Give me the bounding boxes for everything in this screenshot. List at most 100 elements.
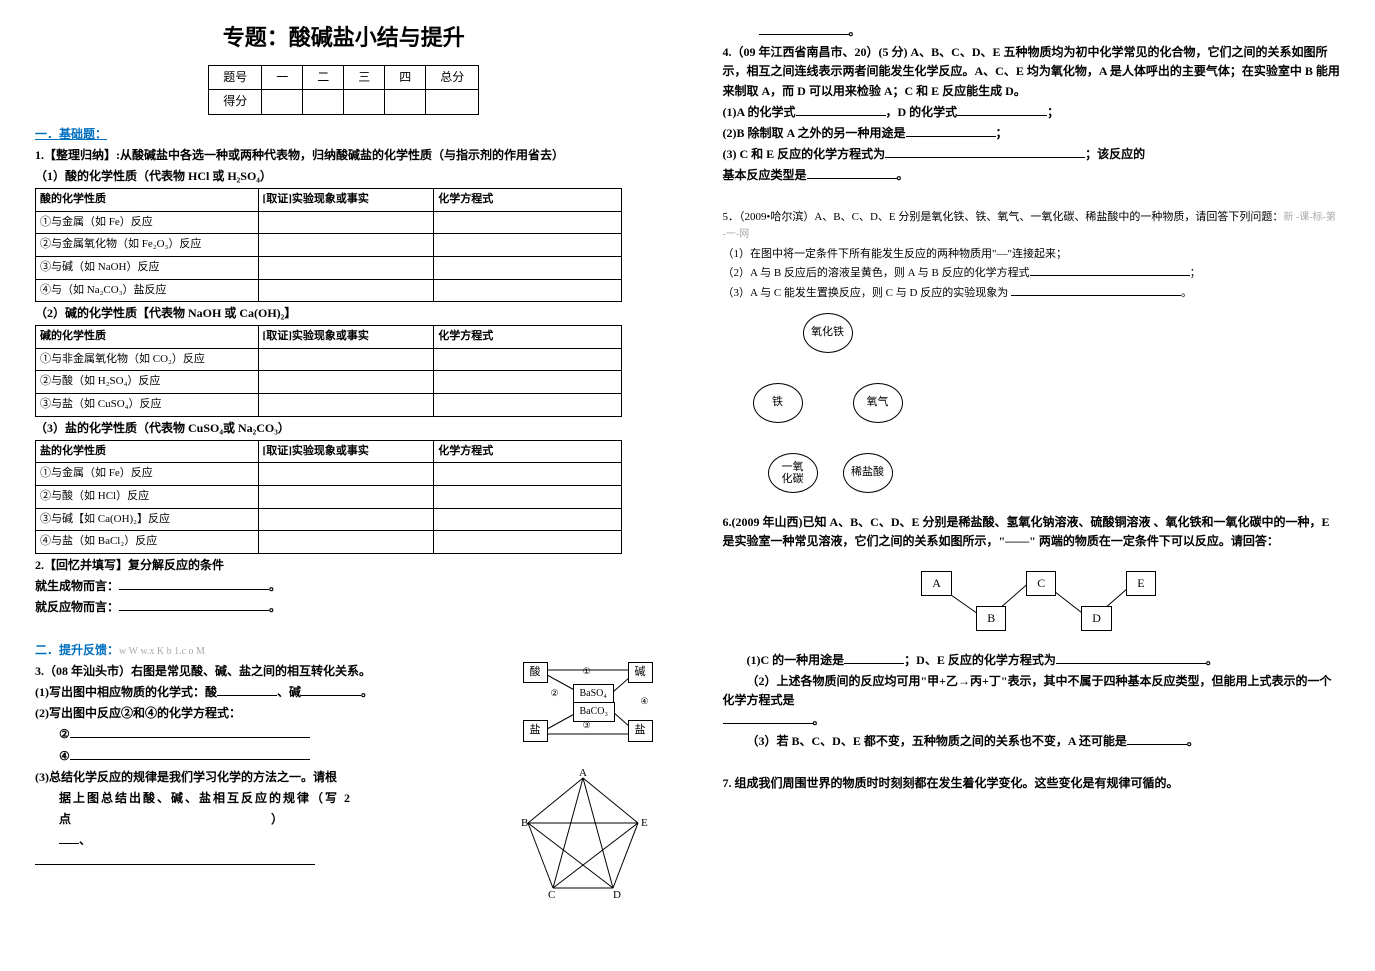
q4-1: (1)A 的化学式，D 的化学式；	[723, 103, 1341, 122]
blank	[796, 115, 886, 116]
node-acid: 酸	[523, 662, 548, 684]
box-e: E	[1126, 571, 1155, 596]
section1-header: 一．基础题：	[35, 125, 653, 144]
salt-r3: ④与盐（如 BaCl₂）反应	[36, 531, 259, 554]
q5-2: （2）A 与 B 反应后的溶液呈黄色，则 A 与 B 反应的化学方程式；	[723, 265, 1341, 283]
q2-line2: 就反应物而言：。	[35, 598, 653, 617]
q6-2: （2）上述各物质间的反应均可用"甲+乙→丙+丁"表示，其中不属于四种基本反应类型…	[723, 672, 1341, 730]
substance-diagram: 氧化铁 铁 氧气 一氧 化碳 稀盐酸	[753, 313, 933, 503]
document-title: 专题：酸碱盐小结与提升	[35, 20, 653, 55]
blank	[1056, 663, 1206, 664]
node-base: 碱	[628, 662, 653, 684]
blank	[723, 723, 813, 724]
node-fe2o3: 氧化铁	[803, 313, 853, 353]
q5-1: （1）在图中将一定条件下所有能发生反应的两种物质用"—"连接起来；	[723, 246, 1341, 264]
base-h0: 碱的化学性质	[36, 326, 259, 349]
label-3: ③	[583, 718, 591, 732]
node-baco3: BaCO₃	[573, 702, 616, 722]
salt-r1: ②与酸（如 HCl）反应	[36, 486, 259, 509]
part2-label: （2）碱的化学性质【代表物 NaOH 或 Ca(OH)₂】	[35, 304, 653, 323]
score-header-4: 四	[385, 66, 426, 90]
base-r1: ②与酸（如 H₂SO₄）反应	[36, 371, 259, 394]
score-cell-5	[426, 90, 479, 114]
label-4: ④	[640, 694, 648, 708]
node-baso4: BaSO₄	[573, 684, 614, 704]
salt-h2: 化学方程式	[434, 440, 621, 463]
blank	[885, 157, 1085, 158]
salt-table: 盐的化学性质 [取证]实验现象或事实 化学方程式 ①与金属（如 Fe）反应 ②与…	[35, 440, 622, 554]
node-fe: 铁	[753, 383, 803, 423]
blank	[70, 759, 310, 760]
box-a: A	[921, 571, 952, 596]
part1-label: （1）酸的化学性质（代表物 HCl 或 H₂SO₄）	[35, 167, 653, 186]
score-header-5: 总分	[426, 66, 479, 90]
blank	[217, 695, 277, 696]
svg-text:A: A	[579, 768, 587, 779]
score-header-1: 一	[262, 66, 303, 90]
svg-text:D: D	[613, 889, 621, 898]
acid-r1: ②与金属氧化物（如 Fe₂O₃）反应	[36, 234, 259, 257]
salt-r2: ③与碱【如 Ca(OH)₂】反应	[36, 508, 259, 531]
score-cell-4	[385, 90, 426, 114]
blank	[957, 115, 1047, 116]
blank	[70, 737, 310, 738]
blank	[807, 178, 897, 179]
q6-3: （3）若 B、C、D、E 都不变，五种物质之间的关系也不变，A 还可能是。	[723, 732, 1341, 751]
base-table: 碱的化学性质 [取证]实验现象或事实 化学方程式 ①与非金属氧化物（如 CO₂）…	[35, 325, 622, 416]
q1-intro: 1.【整理归纳】:从酸碱盐中各选一种或两种代表物，归纳酸碱盐的化学性质（与指示剂…	[35, 146, 653, 165]
acid-table: 酸的化学性质 [取证]实验现象或事实 化学方程式 ①与金属（如 Fe）反应 ②与…	[35, 188, 622, 302]
node-o2: 氧气	[853, 383, 903, 423]
q2-line1: 就生成物而言：。	[35, 577, 653, 596]
score-cell-1	[262, 90, 303, 114]
acid-r0: ①与金属（如 Fe）反应	[36, 211, 259, 234]
q6-1: (1)C 的一种用途是；D、E 反应的化学方程式为。	[723, 651, 1341, 670]
q2-label: 2.【回忆并填写】复分解反应的条件	[35, 556, 653, 575]
score-cell-2	[303, 90, 344, 114]
score-header-2: 二	[303, 66, 344, 90]
node-hcl: 稀盐酸	[843, 453, 893, 493]
base-h1: [取证]实验现象或事实	[258, 326, 434, 349]
blank	[1127, 744, 1187, 745]
acid-h2: 化学方程式	[434, 189, 621, 212]
acid-h0: 酸的化学性质	[36, 189, 259, 212]
node-salt2: 盐	[628, 720, 653, 742]
blank	[119, 610, 269, 611]
salt-h1: [取证]实验现象或事实	[258, 440, 434, 463]
score-table: 题号 一 二 三 四 总分 得分	[208, 65, 479, 114]
salt-h0: 盐的化学性质	[36, 440, 259, 463]
q6-intro: 6.(2009 年山西)已知 A、B、C、D、E 分别是稀盐酸、氢氧化钠溶液、硫…	[723, 513, 1341, 551]
salt-r0: ①与金属（如 Fe）反应	[36, 463, 259, 486]
letter-diagram: A B C D E	[901, 566, 1161, 636]
base-r0: ①与非金属氧化物（如 CO₂）反应	[36, 348, 259, 371]
pentagon-diagram: A B E C D	[513, 768, 653, 898]
q7: 7. 组成我们周围世界的物质时时刻刻都在发生着化学变化。这些变化是有规律可循的。	[723, 774, 1341, 793]
score-cell-3	[344, 90, 385, 114]
left-column: 专题：酸碱盐小结与提升 题号 一 二 三 四 总分 得分 一．基础题： 1.【整…	[0, 0, 688, 971]
base-h2: 化学方程式	[434, 326, 621, 349]
q3-container: 酸 碱 盐 盐 BaSO₄ BaCO₃ ① ② ③ ④ 3.（08 年汕头市）右…	[35, 662, 653, 766]
blank	[35, 864, 315, 865]
acid-r2: ③与碱（如 NaOH）反应	[36, 256, 259, 279]
blank	[844, 663, 904, 664]
blank	[1030, 275, 1190, 276]
blank	[906, 136, 996, 137]
q4-3: (3) C 和 E 反应的化学方程式为；该反应的	[723, 145, 1341, 164]
blank	[759, 34, 849, 35]
blank	[59, 843, 79, 844]
q3-3-container: A B E C D (3)总结化学反应的规律是我们学习化学的方法之一。请根 据上…	[35, 768, 653, 872]
score-header-0: 题号	[209, 66, 262, 90]
pentagon-svg: A B E C D	[513, 768, 653, 898]
svg-text:C: C	[548, 889, 555, 898]
q4-4: 基本反应类型是。	[723, 166, 1341, 185]
q5-intro: 5．（2009•哈尔滨）A、B、C、D、E 分别是氧化铁、铁、氧气、一氧化碳、稀…	[723, 209, 1341, 244]
score-header-3: 三	[344, 66, 385, 90]
blank	[119, 589, 269, 590]
q4-intro: 4.（09 年江西省南昌市、20）(5 分) A、B、C、D、E 五种物质均为初…	[723, 43, 1341, 101]
svg-text:B: B	[521, 817, 528, 829]
node-co: 一氧 化碳	[768, 453, 818, 493]
q5-3: （3）A 与 C 能发生置换反应，则 C 与 D 反应的实验现象为 。	[723, 285, 1341, 303]
q3-2b: ④	[35, 747, 653, 766]
box-c: C	[1026, 571, 1056, 596]
blank	[1011, 295, 1181, 296]
box-d: D	[1081, 606, 1112, 631]
